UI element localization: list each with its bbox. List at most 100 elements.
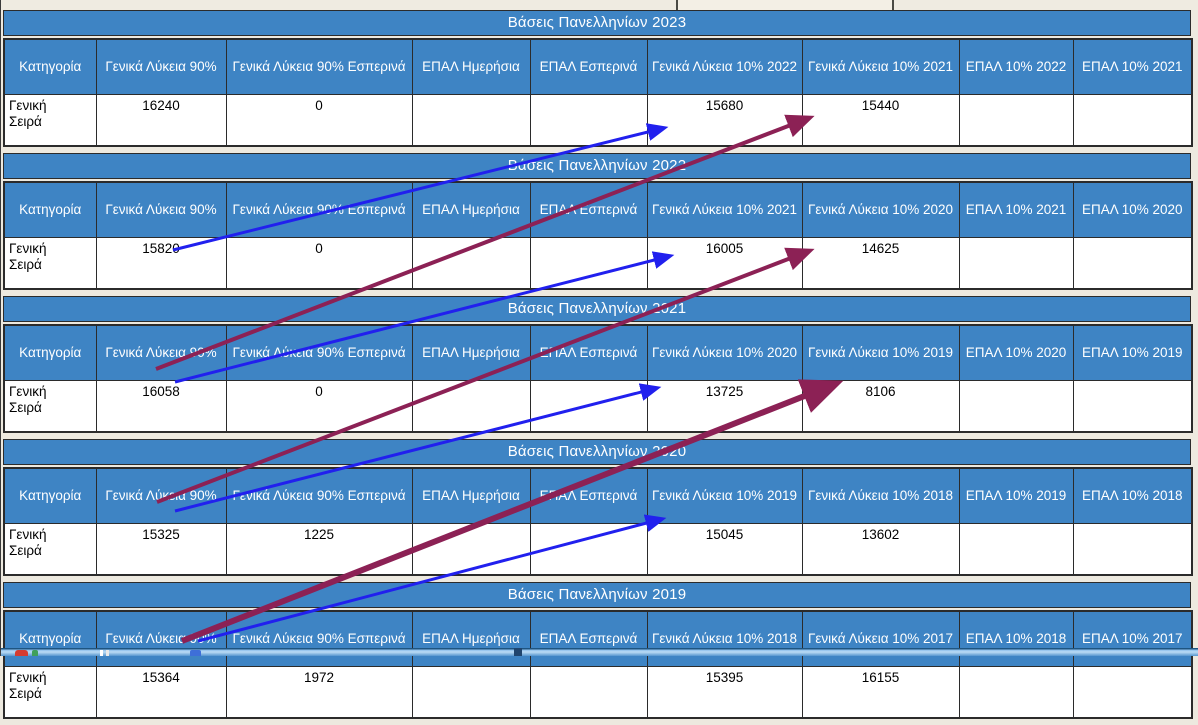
header-row: Κατηγορία Γενικά Λύκεια 90% Γενικά Λύκεια … (3, 181, 1193, 238)
exam-table-2021: Βάσεις Πανελληνίων 2021 Κατηγορία Γενικά Λ… (3, 296, 1193, 433)
column-header: Γενικά Λύκεια 90% Εσπερινά (225, 610, 413, 667)
results-tables: Βάσεις Πανελληνίων 2023 Κατηγορία Γενικά Λ… (1, 10, 1198, 725)
score-cell: 15325 (95, 523, 227, 576)
column-header: ΕΠΑΛ Εσπερινά (529, 38, 648, 95)
header-row: Κατηγορία Γενικά Λύκεια 90% Γενικά Λύκεια … (3, 38, 1193, 95)
score-cell (529, 380, 648, 433)
column-header: ΕΠΑΛ Εσπερινά (529, 467, 648, 524)
score-cell: 1972 (225, 666, 413, 719)
column-header: Γενικά Λύκεια 90% Εσπερινά (225, 324, 413, 381)
score-cell (411, 666, 531, 719)
score-cell (958, 666, 1074, 719)
column-header: ΕΠΑΛ 10% 2020 (958, 324, 1074, 381)
column-header: Γενικά Λύκεια 90% (95, 467, 227, 524)
table-title: Βάσεις Πανελληνίων 2020 (3, 439, 1191, 465)
score-cell: 15395 (646, 666, 803, 719)
column-header: Κατηγορία (3, 610, 97, 667)
data-row: Γενική Σειρά 15820 0 16005 14625 (3, 237, 1193, 290)
row-label: Γενική Σειρά (3, 380, 97, 433)
score-cell (958, 237, 1074, 290)
taskbar[interactable] (1, 648, 1198, 656)
taskbar-divider-icon (100, 650, 110, 656)
column-header: Γενικά Λύκεια 10% 2021 (801, 38, 960, 95)
score-cell (1072, 237, 1193, 290)
column-header: ΕΠΑΛ Ημερήσια (411, 467, 531, 524)
column-header: Κατηγορία (3, 38, 97, 95)
data-row: Γενική Σειρά 15364 1972 15395 16155 (3, 666, 1193, 719)
taskbar-app-red-icon[interactable] (15, 650, 28, 656)
score-cell: 16155 (801, 666, 960, 719)
data-row: Γενική Σειρά 15325 1225 15045 13602 (3, 523, 1193, 576)
results-table-2019: Κατηγορία Γενικά Λύκεια 90% Γενικά Λύκεια … (3, 610, 1193, 719)
row-label-text: Γενική Σειρά (9, 527, 47, 558)
score-cell: 0 (225, 94, 413, 147)
results-table-2021: Κατηγορία Γενικά Λύκεια 90% Γενικά Λύκεια … (3, 324, 1193, 433)
data-row: Γενική Σειρά 16058 0 13725 8106 (3, 380, 1193, 433)
taskbar-app-navy-icon[interactable] (514, 648, 522, 656)
column-header: Γενικά Λύκεια 10% 2020 (801, 181, 960, 238)
column-header: ΕΠΑΛ 10% 2019 (958, 467, 1074, 524)
column-header: ΕΠΑΛ 10% 2020 (1072, 181, 1193, 238)
table-title: Βάσεις Πανελληνίων 2021 (3, 296, 1191, 322)
column-header: ΕΠΑΛ 10% 2017 (1072, 610, 1193, 667)
score-cell (411, 94, 531, 147)
table-title: Βάσεις Πανελληνίων 2019 (3, 582, 1191, 608)
score-cell: 16058 (95, 380, 227, 433)
column-header: ΕΠΑΛ Ημερήσια (411, 610, 531, 667)
score-cell: 15364 (95, 666, 227, 719)
score-cell (1072, 666, 1193, 719)
row-label: Γενική Σειρά (3, 523, 97, 576)
exam-table-2020: Βάσεις Πανελληνίων 2020 Κατηγορία Γενικά Λ… (3, 439, 1193, 576)
row-label: Γενική Σειρά (3, 666, 97, 719)
score-cell: 0 (225, 380, 413, 433)
score-cell (529, 94, 648, 147)
results-table-2022: Κατηγορία Γενικά Λύκεια 90% Γενικά Λύκεια … (3, 181, 1193, 290)
score-cell: 15440 (801, 94, 960, 147)
column-header: Γενικά Λύκεια 10% 2021 (646, 181, 803, 238)
taskbar-app-green-icon[interactable] (32, 650, 38, 656)
score-cell (529, 237, 648, 290)
score-cell: 0 (225, 237, 413, 290)
row-label-text: Γενική Σειρά (9, 241, 47, 272)
score-cell (529, 666, 648, 719)
score-cell (958, 523, 1074, 576)
row-label-text: Γενική Σειρά (9, 384, 47, 415)
top-strip (1, 0, 1198, 14)
column-header: ΕΠΑΛ Ημερήσια (411, 324, 531, 381)
score-cell: 8106 (801, 380, 960, 433)
column-header: Γενικά Λύκεια 90% (95, 324, 227, 381)
column-header: ΕΠΑΛ 10% 2018 (958, 610, 1074, 667)
column-header: ΕΠΑΛ 10% 2018 (1072, 467, 1193, 524)
score-cell: 15680 (646, 94, 803, 147)
column-header: Γενικά Λύκεια 10% 2018 (646, 610, 803, 667)
header-row: Κατηγορία Γενικά Λύκεια 90% Γενικά Λύκεια … (3, 610, 1193, 667)
score-cell (958, 380, 1074, 433)
column-header: ΕΠΑΛ 10% 2021 (958, 181, 1074, 238)
column-header: ΕΠΑΛ 10% 2022 (958, 38, 1074, 95)
score-cell (958, 94, 1074, 147)
column-header: ΕΠΑΛ Ημερήσια (411, 181, 531, 238)
score-cell: 1225 (225, 523, 413, 576)
score-cell: 15045 (646, 523, 803, 576)
column-header: Γενικά Λύκεια 90% (95, 610, 227, 667)
column-header: Γενικά Λύκεια 10% 2020 (646, 324, 803, 381)
column-header: Γενικά Λύκεια 10% 2018 (801, 467, 960, 524)
taskbar-app-blue-icon[interactable] (190, 650, 201, 656)
score-cell (1072, 523, 1193, 576)
row-label: Γενική Σειρά (3, 237, 97, 290)
column-header: Γενικά Λύκεια 10% 2017 (801, 610, 960, 667)
score-cell: 13725 (646, 380, 803, 433)
data-row: Γενική Σειρά 16240 0 15680 15440 (3, 94, 1193, 147)
score-cell (411, 523, 531, 576)
results-table-2023: Κατηγορία Γενικά Λύκεια 90% Γενικά Λύκεια … (3, 38, 1193, 147)
column-header: ΕΠΑΛ Εσπερινά (529, 610, 648, 667)
column-header: ΕΠΑΛ Ημερήσια (411, 38, 531, 95)
header-row: Κατηγορία Γενικά Λύκεια 90% Γενικά Λύκεια … (3, 324, 1193, 381)
row-label-text: Γενική Σειρά (9, 98, 47, 129)
table-title: Βάσεις Πανελληνίων 2022 (3, 153, 1191, 179)
row-label-text: Γενική Σειρά (9, 670, 47, 701)
score-cell: 14625 (801, 237, 960, 290)
score-cell: 16005 (646, 237, 803, 290)
exam-table-2022: Βάσεις Πανελληνίων 2022 Κατηγορία Γενικά Λ… (3, 153, 1193, 290)
score-cell (1072, 380, 1193, 433)
